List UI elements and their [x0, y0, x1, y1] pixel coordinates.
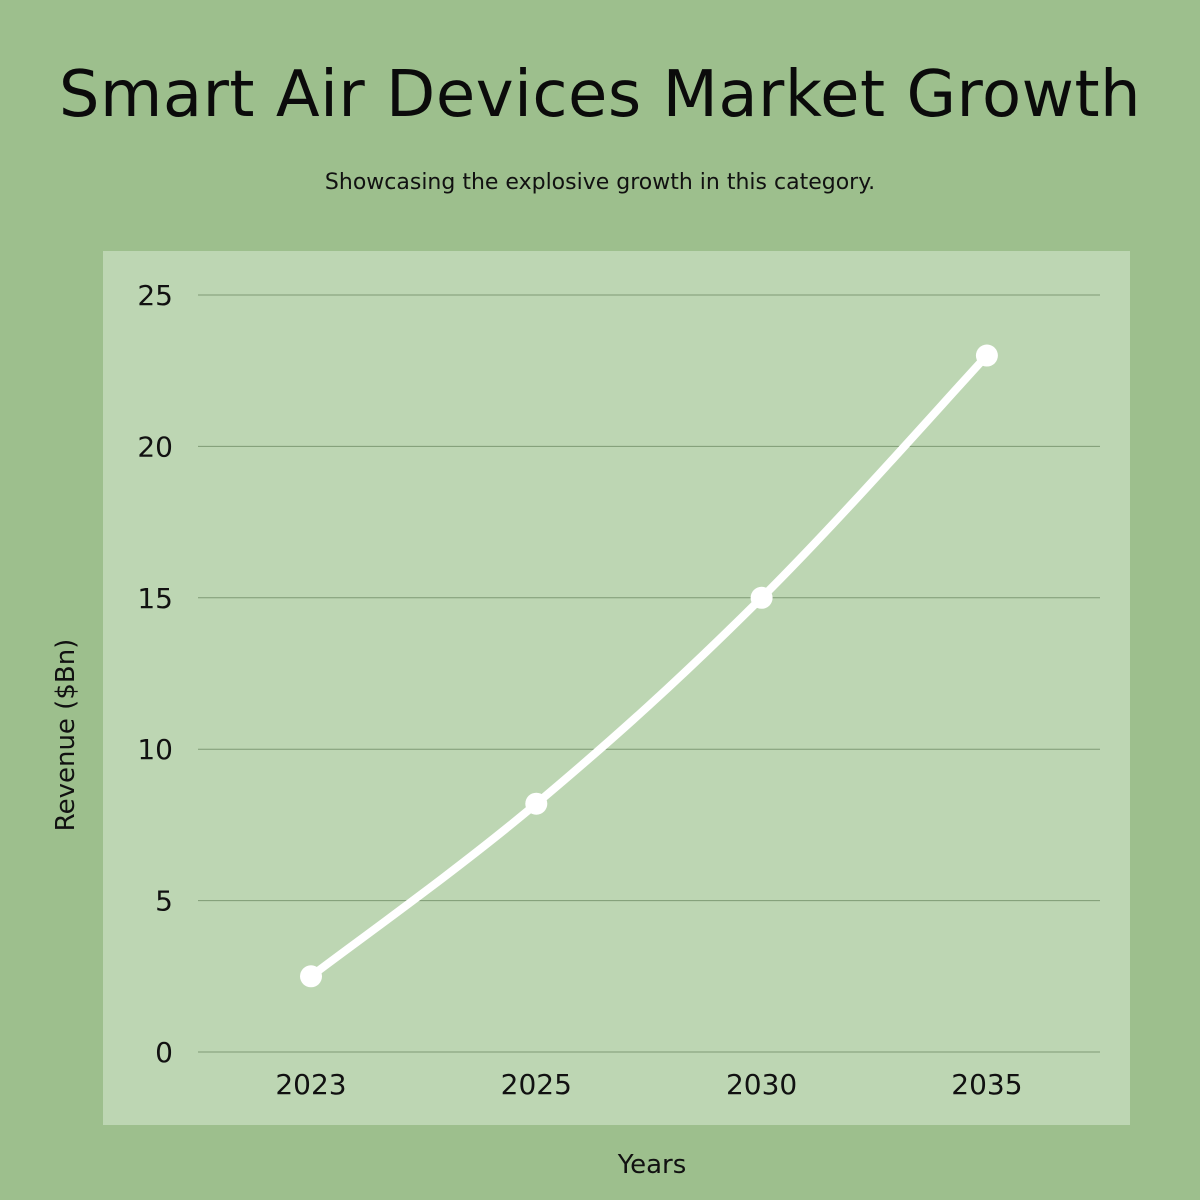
- x-tick-label: 2025: [501, 1068, 572, 1101]
- chart-subtitle: Showcasing the explosive growth in this …: [324, 170, 876, 195]
- data-point: [525, 792, 548, 815]
- y-tick-label: 20: [137, 430, 173, 463]
- series-line: [307, 351, 991, 981]
- y-axis-label: Revenue ($Bn): [51, 639, 81, 832]
- x-axis-label: Years: [617, 1150, 687, 1180]
- x-tick-label: 2030: [726, 1068, 797, 1101]
- y-tick-label: 25: [137, 279, 173, 312]
- data-point: [750, 586, 773, 609]
- x-tick-label: 2023: [275, 1068, 346, 1101]
- y-tick-label: 15: [137, 582, 173, 615]
- data-point: [975, 344, 998, 367]
- x-tick-label: 2035: [951, 1068, 1022, 1101]
- chart-title: Smart Air Devices Market Growth: [58, 58, 1142, 132]
- y-tick-label: 0: [155, 1036, 173, 1069]
- plot-area: [103, 251, 1130, 1125]
- y-tick-label: 5: [155, 885, 173, 918]
- data-point: [300, 965, 322, 988]
- y-tick-label: 10: [137, 733, 173, 766]
